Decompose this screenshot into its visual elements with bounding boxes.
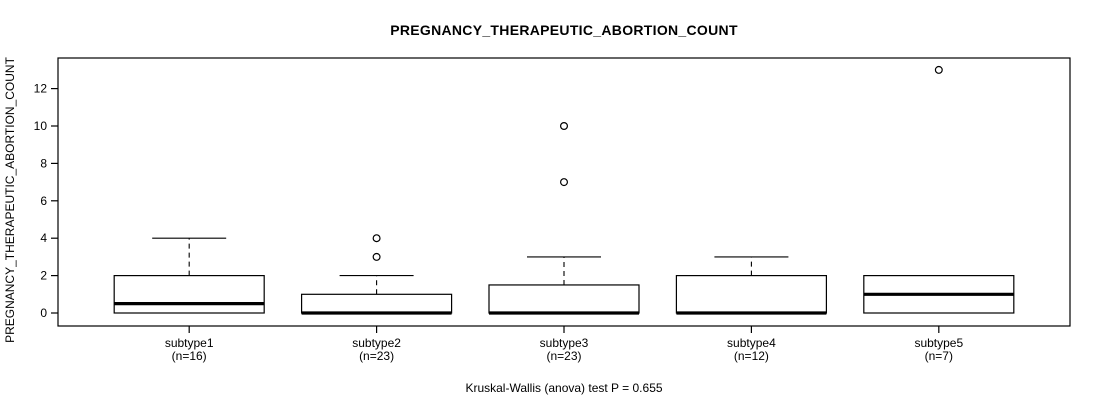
outlier-point-subtype5 bbox=[934, 65, 943, 74]
chart-title: PREGNANCY_THERAPEUTIC_ABORTION_COUNT bbox=[390, 22, 738, 38]
x-tick-sublabel-subtype3: (n=23) bbox=[546, 349, 581, 363]
outlier-point-subtype3 bbox=[559, 121, 568, 130]
outlier-point-subtype3 bbox=[559, 178, 568, 187]
iqr-box-subtype2 bbox=[300, 293, 453, 314]
iqr-box-subtype1 bbox=[113, 275, 265, 314]
stats-annotation: Kruskal-Wallis (anova) test P = 0.655 bbox=[465, 381, 663, 395]
y-tick-label: 12 bbox=[34, 82, 48, 96]
y-tick-label: 8 bbox=[40, 156, 47, 170]
y-tick-label: 4 bbox=[40, 231, 47, 245]
x-tick-label-subtype4: subtype4 bbox=[727, 336, 776, 350]
y-tick-label: 6 bbox=[40, 194, 47, 208]
x-tick-sublabel-subtype2: (n=23) bbox=[359, 349, 394, 363]
x-tick-sublabel-subtype4: (n=12) bbox=[734, 349, 769, 363]
iqr-box-subtype3 bbox=[488, 284, 640, 314]
x-tick-label-subtype5: subtype5 bbox=[914, 336, 963, 350]
x-tick-label-subtype2: subtype2 bbox=[352, 336, 401, 350]
outlier-point-subtype2 bbox=[372, 234, 381, 243]
iqr-box-subtype4 bbox=[675, 275, 828, 314]
y-tick-label: 0 bbox=[40, 306, 47, 320]
x-tick-sublabel-subtype1: (n=16) bbox=[172, 349, 207, 363]
x-tick-label-subtype1: subtype1 bbox=[165, 336, 214, 350]
y-tick-label: 10 bbox=[34, 119, 48, 133]
outlier-point-subtype2 bbox=[372, 252, 381, 261]
y-tick-label: 2 bbox=[40, 269, 47, 283]
x-tick-label-subtype3: subtype3 bbox=[540, 336, 589, 350]
x-tick-sublabel-subtype5: (n=7) bbox=[925, 349, 953, 363]
